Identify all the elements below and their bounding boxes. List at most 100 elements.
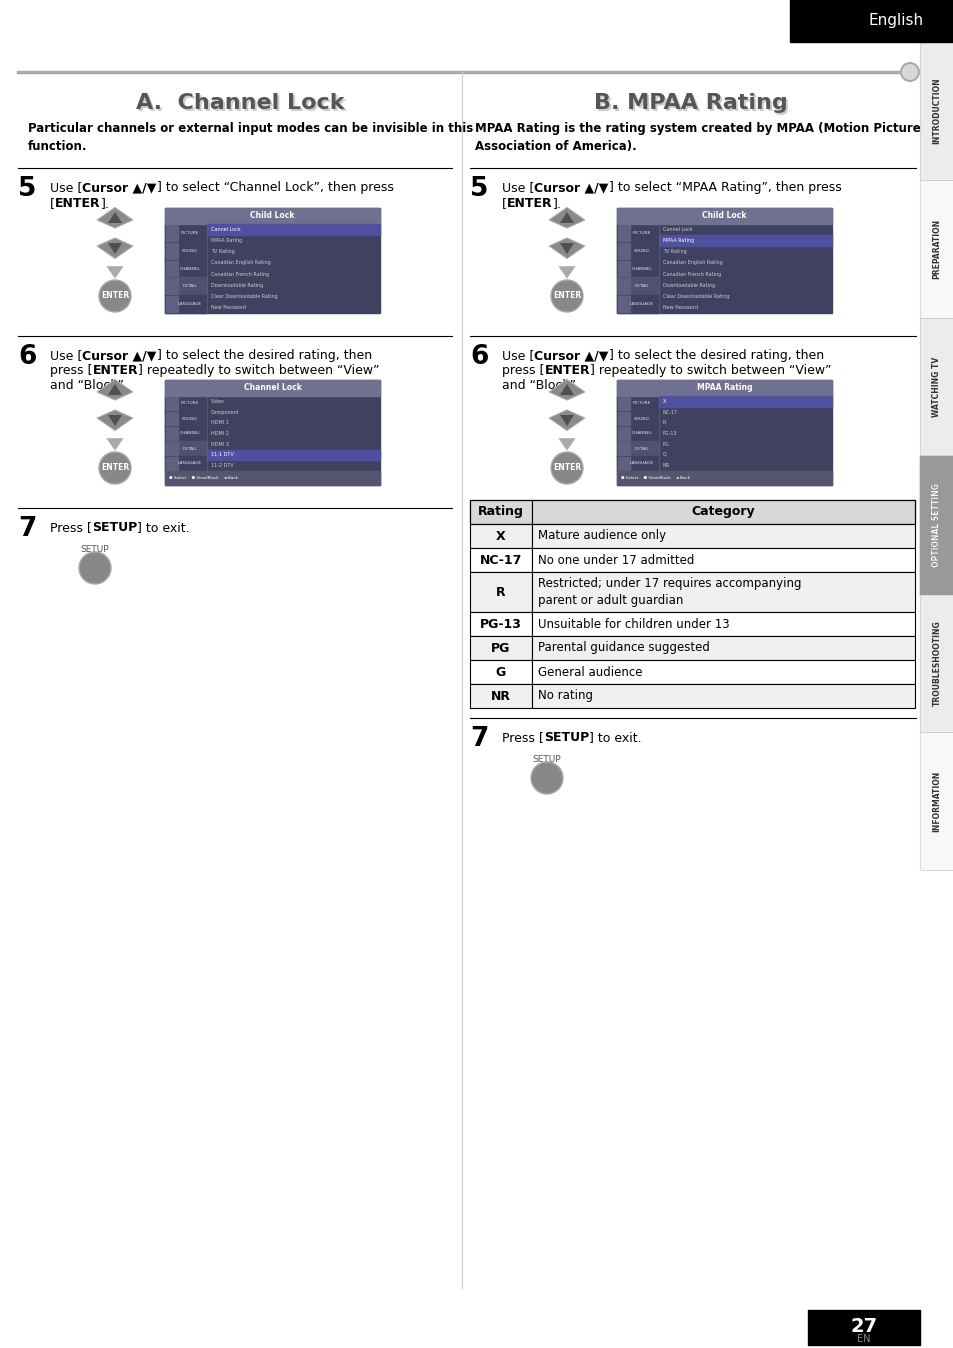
Polygon shape (558, 438, 576, 452)
Text: PG: PG (662, 442, 669, 446)
Text: ENTER: ENTER (55, 197, 100, 210)
Bar (532, 500, 914, 524)
Text: A.  Channel Lock: A. Channel Lock (135, 93, 344, 113)
Text: ] to select the desired rating, then: ] to select the desired rating, then (608, 349, 823, 363)
Text: Component: Component (211, 410, 239, 415)
Bar (165, 456, 207, 470)
Text: X: X (662, 399, 666, 404)
Bar (618, 442, 629, 456)
Bar (618, 412, 629, 425)
Polygon shape (559, 212, 574, 222)
Text: Clear Downloadable Rating: Clear Downloadable Rating (662, 294, 729, 299)
Text: MPAA Rating: MPAA Rating (211, 239, 242, 243)
Text: NR: NR (491, 689, 511, 702)
Text: [: [ (50, 197, 55, 210)
Bar (532, 572, 914, 612)
Text: Use [: Use [ (501, 349, 534, 363)
Text: B. MPAA Rating: B. MPAA Rating (596, 94, 789, 115)
Bar (166, 225, 178, 241)
Text: INTRODUCTION: INTRODUCTION (931, 78, 941, 144)
Bar (617, 380, 831, 485)
Text: TROUBLESHOOTING: TROUBLESHOOTING (931, 620, 941, 706)
Text: Canadian French Rating: Canadian French Rating (662, 271, 720, 276)
Bar (207, 224, 379, 235)
Text: and “Block”.: and “Block”. (50, 379, 128, 392)
Text: B. MPAA Rating: B. MPAA Rating (594, 93, 787, 113)
Text: ● Select    ● View/Block    ◄ Back: ● Select ● View/Block ◄ Back (620, 476, 689, 480)
Text: CHANNEL: CHANNEL (631, 267, 652, 271)
Text: Restricted; under 17 requires accompanying
parent or adult guardian: Restricted; under 17 requires accompanyi… (537, 577, 801, 607)
Circle shape (551, 452, 582, 484)
Bar (807, 1310, 919, 1345)
Bar (618, 457, 629, 470)
Text: Child Lock: Child Lock (701, 212, 746, 221)
Text: SOUND: SOUND (634, 417, 649, 421)
Text: PICTURE: PICTURE (181, 402, 199, 406)
Polygon shape (108, 212, 122, 222)
Bar (618, 243, 629, 259)
Bar (165, 411, 207, 426)
Bar (165, 380, 379, 485)
Bar (659, 396, 831, 407)
Text: Child Lock: Child Lock (250, 212, 294, 221)
Text: ] to select “Channel Lock”, then press: ] to select “Channel Lock”, then press (156, 181, 394, 194)
Polygon shape (108, 243, 122, 253)
Bar (618, 427, 629, 439)
Bar (165, 208, 379, 224)
Text: CHANNEL: CHANNEL (179, 431, 200, 435)
Text: ENTER: ENTER (101, 291, 129, 301)
Polygon shape (548, 237, 584, 259)
Text: DETAIL: DETAIL (634, 284, 649, 288)
Text: OPTIONAL SETTING: OPTIONAL SETTING (931, 483, 941, 568)
Bar (617, 208, 831, 224)
Text: Press [: Press [ (50, 520, 91, 534)
Text: SETUP: SETUP (532, 755, 560, 764)
Bar (165, 224, 207, 241)
Text: PG: PG (491, 642, 510, 655)
Text: ] to select the desired rating, then: ] to select the desired rating, then (156, 349, 372, 363)
Bar (532, 549, 914, 572)
Text: TV Rating: TV Rating (662, 249, 686, 255)
Bar (919, 318, 953, 456)
Bar (532, 661, 914, 683)
Text: 7: 7 (18, 516, 36, 542)
Text: ].: ]. (100, 197, 110, 210)
Bar (165, 278, 207, 295)
Text: ENTER: ENTER (553, 291, 580, 301)
Bar (166, 297, 178, 311)
Polygon shape (97, 379, 132, 400)
Text: PICTURE: PICTURE (632, 402, 651, 406)
Text: ENTER: ENTER (544, 364, 590, 377)
Text: Canadian English Rating: Canadian English Rating (662, 260, 722, 266)
Text: New Password: New Password (662, 305, 698, 310)
Bar (617, 295, 659, 313)
Text: LANGUAGE: LANGUAGE (629, 302, 654, 306)
Bar (470, 500, 532, 524)
Bar (789, 0, 953, 42)
Bar (470, 612, 532, 636)
Text: press [: press [ (50, 364, 92, 377)
Bar (165, 441, 207, 456)
Text: HDMI 2: HDMI 2 (211, 431, 229, 435)
Bar (207, 450, 379, 460)
Bar (919, 732, 953, 869)
Bar (617, 241, 659, 260)
Bar (470, 549, 532, 572)
Text: 11-2 DTV: 11-2 DTV (211, 464, 233, 468)
Polygon shape (548, 208, 584, 228)
Text: X: X (496, 530, 505, 542)
Text: Canadian French Rating: Canadian French Rating (211, 271, 269, 276)
Bar (470, 500, 914, 524)
Bar (165, 470, 379, 485)
Bar (919, 456, 953, 594)
Bar (618, 225, 629, 241)
Text: PG-13: PG-13 (479, 617, 521, 631)
Text: ] to select “MPAA Rating”, then press: ] to select “MPAA Rating”, then press (608, 181, 841, 194)
Text: R: R (496, 585, 505, 599)
Text: New Password: New Password (211, 305, 246, 310)
Bar (532, 500, 914, 524)
Bar (919, 456, 953, 594)
Bar (919, 594, 953, 732)
Text: Category: Category (691, 506, 755, 519)
Text: 6: 6 (18, 344, 36, 369)
